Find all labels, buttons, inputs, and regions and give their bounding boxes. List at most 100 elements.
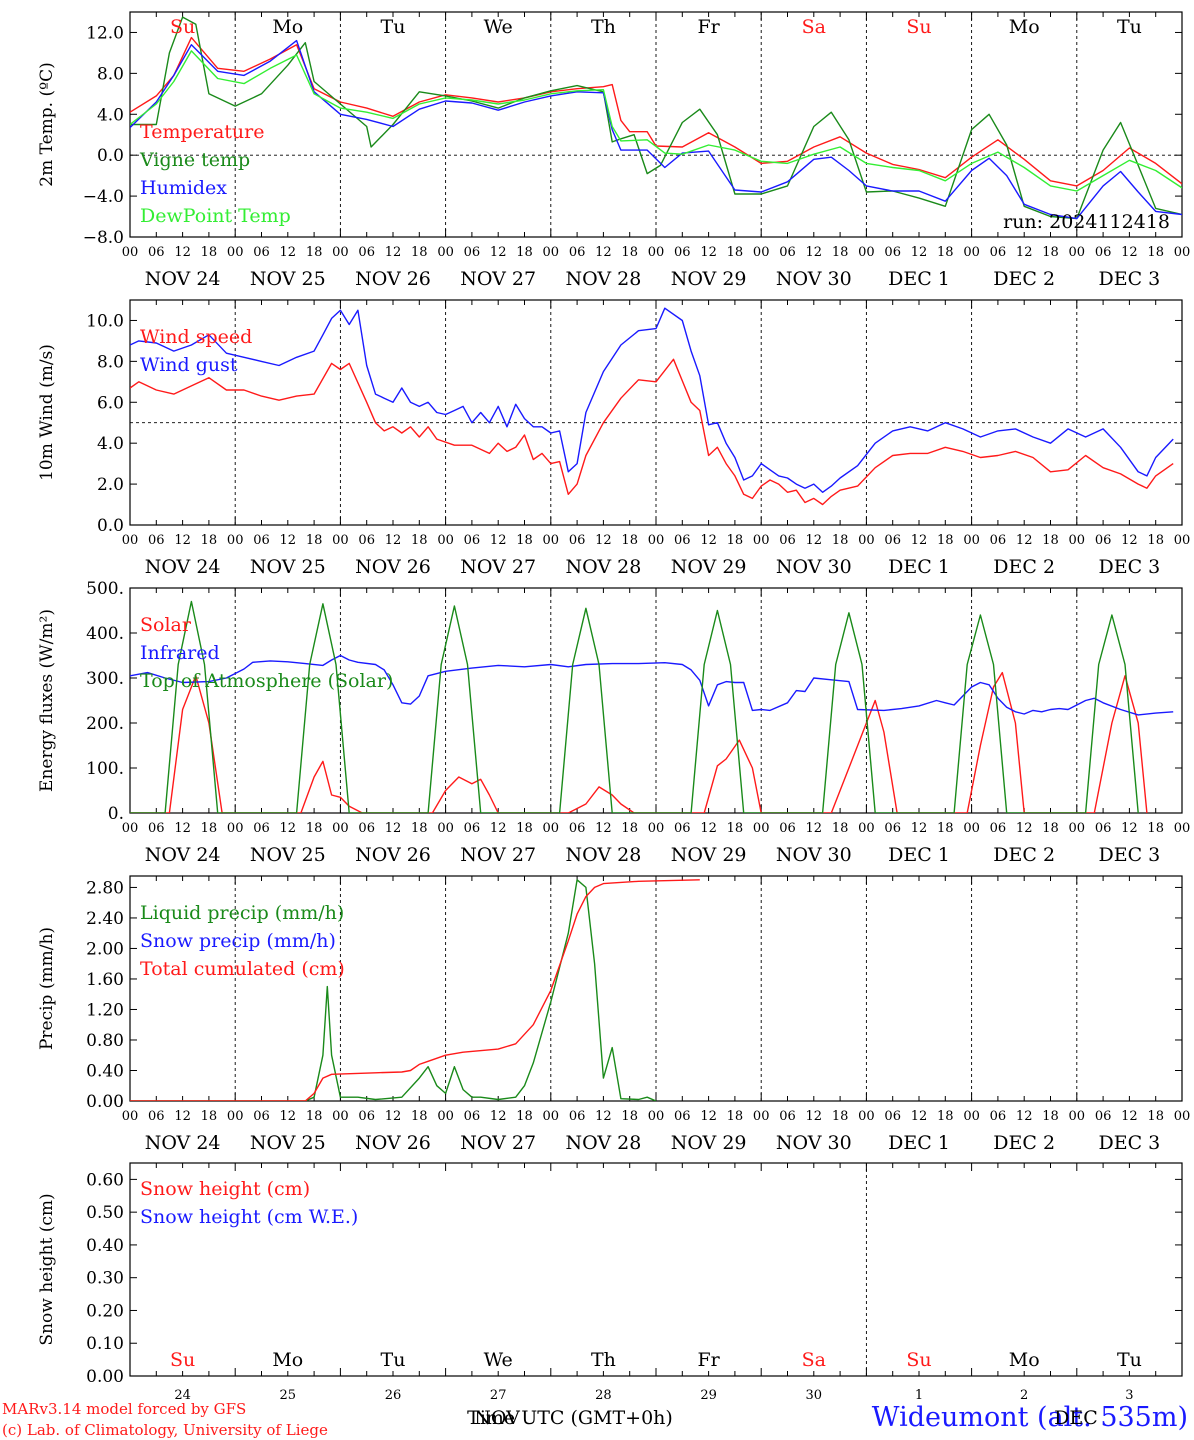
hour-label: 18 [621, 1109, 638, 1124]
hour-label: 18 [1147, 245, 1164, 260]
date-label: NOV 27 [460, 556, 536, 578]
y-tick-label: −8.0 [83, 228, 124, 248]
y-tick-label: 500. [86, 579, 124, 599]
hour-label: 00 [753, 1109, 770, 1124]
hour-label: 00 [1174, 821, 1191, 836]
hour-label: 18 [1042, 533, 1059, 548]
hour-label: 00 [543, 533, 560, 548]
legend-entry: DewPoint Temp [140, 205, 291, 227]
legend-entry: Infrared [140, 642, 220, 664]
hour-label: 00 [753, 245, 770, 260]
y-axis-title: 2m Temp. (ºC) [37, 62, 57, 187]
weekday-label: Tu [1117, 16, 1142, 38]
series-line-infrared [130, 654, 1174, 716]
hour-label: 18 [937, 1109, 954, 1124]
y-tick-label: 0.00 [86, 1092, 124, 1112]
legend-entry: Snow height (cm) [140, 1178, 310, 1200]
hour-label: 18 [516, 533, 533, 548]
hour-label: 06 [1095, 533, 1112, 548]
date-label: NOV 26 [355, 268, 431, 290]
hour-label: 06 [464, 1109, 481, 1124]
hour-label: 18 [201, 821, 218, 836]
hour-label: 00 [122, 245, 139, 260]
date-label: NOV 29 [671, 556, 747, 578]
hour-label: 18 [411, 821, 428, 836]
hour-label: 00 [437, 1109, 454, 1124]
hour-label: 00 [648, 821, 665, 836]
hour-label: 12 [280, 245, 297, 260]
day-number: 3 [1125, 1388, 1133, 1403]
hour-label: 00 [1069, 245, 1086, 260]
day-number: 29 [700, 1388, 717, 1403]
date-label: NOV 25 [250, 268, 326, 290]
hour-label: 06 [253, 821, 270, 836]
hour-label: 06 [884, 1109, 901, 1124]
hour-label: 00 [227, 821, 244, 836]
hour-label: 12 [1121, 533, 1138, 548]
hour-label: 06 [990, 821, 1007, 836]
day-number: 1 [915, 1388, 923, 1403]
hour-label: 18 [306, 1109, 323, 1124]
series-line-top-of-atmosphere-solar [130, 600, 1139, 813]
date-label: NOV 28 [565, 556, 641, 578]
date-label: NOV 24 [145, 268, 221, 290]
hour-label: 12 [700, 245, 717, 260]
hour-label: 06 [779, 533, 796, 548]
date-label: NOV 30 [776, 556, 852, 578]
y-tick-label: 2.0 [97, 475, 124, 495]
weekday-label: Sa [802, 16, 826, 38]
y-tick-label: 100. [86, 759, 124, 779]
hour-label: 00 [1174, 533, 1191, 548]
y-tick-label: 400. [86, 624, 124, 644]
hour-label: 18 [1147, 1109, 1164, 1124]
hour-label: 06 [148, 533, 165, 548]
date-label: DEC 3 [1099, 556, 1161, 578]
hour-label: 18 [411, 1109, 428, 1124]
hour-label: 12 [385, 245, 402, 260]
hour-label: 12 [385, 821, 402, 836]
hour-label: 12 [385, 533, 402, 548]
date-label: NOV 24 [145, 556, 221, 578]
hour-label: 18 [516, 821, 533, 836]
date-label: NOV 27 [460, 1132, 536, 1154]
y-tick-label: 0.0 [97, 516, 124, 536]
day-number: 25 [280, 1388, 297, 1403]
hour-label: 00 [332, 533, 349, 548]
hour-label: 06 [779, 821, 796, 836]
series-line-wind-speed [130, 358, 1174, 506]
y-axis-title: Precip (mm/h) [37, 927, 57, 1050]
y-tick-label: 2.80 [86, 878, 124, 898]
hour-label: 12 [595, 1109, 612, 1124]
y-tick-label: 10.0 [86, 311, 124, 331]
hour-label: 18 [411, 533, 428, 548]
weekday-label: Tu [381, 16, 406, 38]
hour-label: 00 [858, 1109, 875, 1124]
legend-entry: Wind gust [140, 354, 238, 376]
weekday-label: We [484, 16, 513, 38]
hour-label: 18 [832, 245, 849, 260]
hour-label: 06 [253, 245, 270, 260]
panel-2: 10.0 8.0 6.0 4.0 2.0 0.0 10m Wind (m/s) 00 06 12 1… [37, 299, 1191, 578]
hour-label: 18 [727, 821, 744, 836]
hour-label: 06 [358, 1109, 375, 1124]
day-number: 30 [806, 1388, 823, 1403]
day-number: 24 [174, 1388, 191, 1403]
y-tick-label: 0.60 [86, 1170, 124, 1190]
hour-label: 18 [411, 245, 428, 260]
date-label: NOV 26 [355, 844, 431, 866]
date-label: NOV 30 [776, 1132, 852, 1154]
y-tick-label: 6.0 [97, 393, 124, 413]
hour-label: 06 [674, 533, 691, 548]
hour-label: 18 [832, 533, 849, 548]
hour-label: 18 [306, 533, 323, 548]
hour-label: 06 [358, 821, 375, 836]
date-label: NOV 28 [565, 1132, 641, 1154]
y-tick-label: 1.60 [86, 970, 124, 990]
hour-label: 00 [858, 821, 875, 836]
hour-label: 06 [884, 821, 901, 836]
weekday-label: Su [906, 16, 931, 38]
weekday-label: Su [170, 1349, 195, 1371]
hour-label: 06 [148, 245, 165, 260]
hour-label: 00 [1069, 821, 1086, 836]
hour-label: 12 [1016, 533, 1033, 548]
